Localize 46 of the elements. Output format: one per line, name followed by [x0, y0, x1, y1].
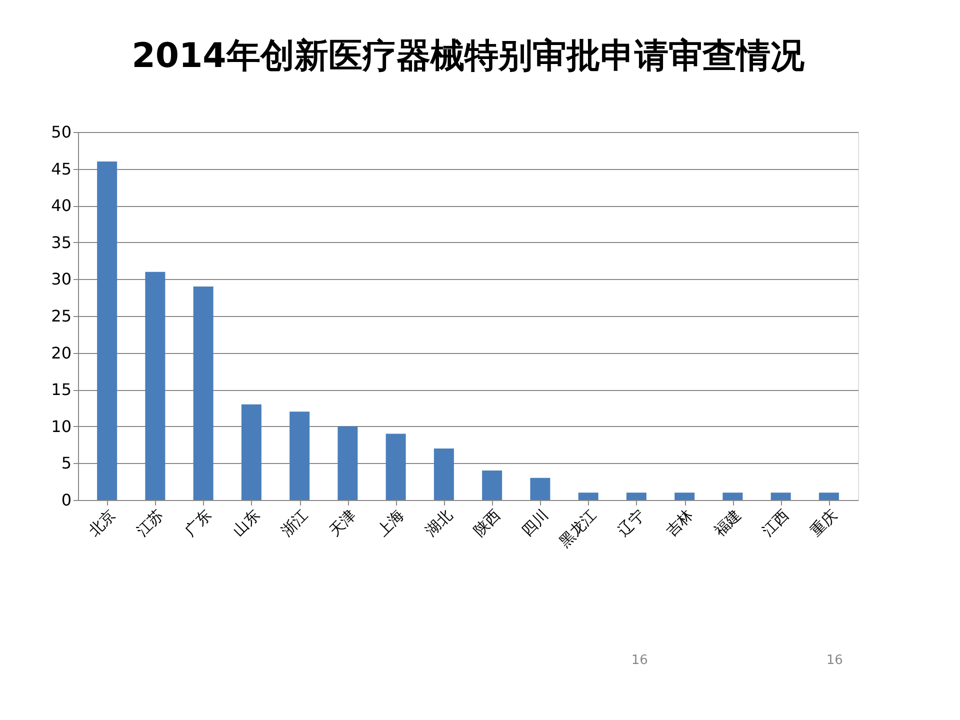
y-tick-label: 30	[51, 270, 72, 289]
bar	[482, 470, 502, 500]
bar	[770, 492, 791, 500]
bar	[530, 478, 550, 500]
bar	[578, 492, 598, 500]
bar	[386, 434, 406, 500]
x-tick-label: 上海	[374, 506, 408, 540]
x-tick-label: 四川	[518, 506, 552, 540]
bar	[722, 492, 743, 500]
x-tick-label: 广东	[181, 506, 216, 540]
bar	[145, 272, 166, 500]
x-tick-label: 北京	[84, 506, 119, 540]
x-tick-label: 天津	[326, 506, 360, 540]
y-tick-label: 40	[51, 196, 72, 216]
x-tick-label: 江苏	[133, 506, 167, 540]
x-tick-label: 江西	[758, 506, 793, 540]
y-tick-label: 10	[51, 416, 72, 436]
chart-title: 2014年创新医疗器械特别审批申请审查情况	[132, 36, 806, 76]
x-tick-label: 黑龙江	[556, 506, 600, 551]
bar	[97, 161, 118, 500]
y-tick-label: 35	[51, 232, 72, 252]
bar	[290, 412, 310, 500]
y-tick-label: 15	[51, 380, 72, 400]
text: 16	[826, 653, 843, 668]
x-tick-label: 辽宁	[614, 506, 648, 540]
x-tick-label: 吉林	[662, 506, 696, 540]
text: 16	[631, 653, 648, 668]
y-tick-label: 25	[51, 306, 72, 326]
x-tick-label: 山东	[229, 506, 264, 540]
y-tick-label: 45	[51, 159, 72, 178]
y-tick-label: 0	[61, 490, 72, 510]
y-tick-label: 20	[51, 343, 72, 362]
x-tick-label: 浙江	[277, 506, 312, 540]
bar	[338, 426, 358, 500]
bar	[674, 492, 695, 500]
y-tick-label: 5	[61, 454, 72, 473]
bar	[626, 492, 646, 500]
bar	[818, 492, 839, 500]
x-tick-label: 重庆	[806, 506, 841, 540]
x-tick-label: 福建	[710, 506, 744, 540]
y-tick-label: 50	[51, 122, 72, 142]
x-tick-label: 湖北	[422, 506, 456, 540]
bar	[434, 448, 454, 500]
bar	[241, 404, 262, 500]
bar	[193, 286, 214, 500]
x-tick-label: 陕西	[470, 506, 504, 540]
